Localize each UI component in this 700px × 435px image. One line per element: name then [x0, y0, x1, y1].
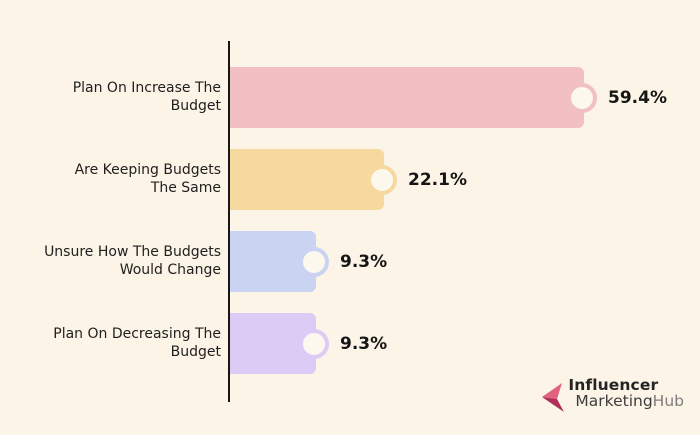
bar-row: Are Keeping Budgets The Same 22.1%: [0, 149, 700, 210]
bar-area: 9.3%: [230, 313, 387, 374]
bar-row: Plan On Decreasing The Budget 9.3%: [0, 313, 700, 374]
bar-area: 59.4%: [230, 67, 667, 128]
value-label: 22.1%: [408, 169, 467, 190]
bar-end-circle: [299, 246, 329, 277]
brand-arrow-bottom-triangle: [542, 397, 565, 412]
bar-end-circle: [567, 82, 597, 113]
bar: [230, 149, 397, 210]
bar-area: 9.3%: [230, 231, 387, 292]
bar: [230, 231, 329, 292]
bar: [230, 313, 329, 374]
bar-end-circle: [299, 328, 329, 359]
brand-name: Influencer MarketingHub: [568, 377, 684, 410]
value-label: 59.4%: [608, 87, 667, 108]
category-label: Unsure How The Budgets Would Change: [44, 244, 221, 278]
category-label: Plan On Decreasing The Budget: [53, 326, 221, 360]
brand-name-line2: MarketingHub: [575, 393, 684, 410]
bar-area: 22.1%: [230, 149, 467, 210]
bar-end-circle: [367, 164, 397, 195]
brand-arrow-top-triangle: [542, 383, 563, 399]
bar: [230, 67, 597, 128]
value-label: 9.3%: [340, 333, 388, 354]
brand-name-hub: Hub: [652, 392, 684, 411]
category-label: Plan On Increase The Budget: [72, 80, 221, 114]
bar-row: Unsure How The Budgets Would Change 9.3%: [0, 231, 700, 292]
brand-arrow-icon: [542, 383, 565, 412]
value-label: 9.3%: [340, 251, 388, 272]
bar-rows: Plan On Increase The Budget 59.4% Are Ke…: [0, 67, 700, 395]
brand-logo: Influencer MarketingHub: [541, 377, 684, 413]
y-axis-line: [228, 41, 230, 402]
category-label: Are Keeping Budgets The Same: [74, 162, 221, 196]
bar-row: Plan On Increase The Budget 59.4%: [0, 67, 700, 128]
brand-name-line1: Influencer: [568, 376, 659, 394]
brand-name-marketing: Marketing: [575, 392, 653, 411]
